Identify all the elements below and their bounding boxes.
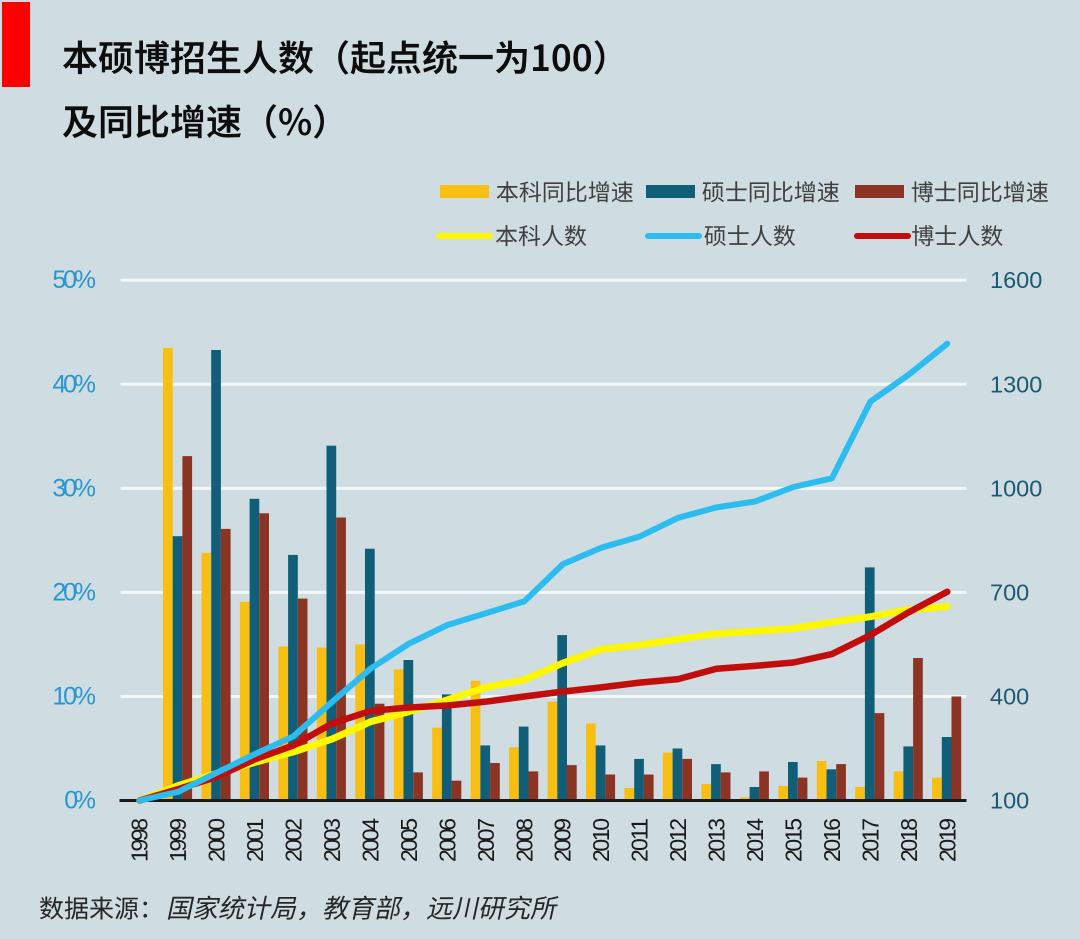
svg-text:2015: 2015 — [781, 818, 807, 862]
svg-text:400: 400 — [990, 684, 1029, 710]
svg-text:20%: 20% — [52, 578, 96, 606]
svg-text:700: 700 — [990, 579, 1029, 605]
svg-text:1000: 1000 — [990, 475, 1042, 501]
svg-text:2003: 2003 — [319, 818, 345, 862]
svg-text:2016: 2016 — [819, 818, 845, 862]
svg-text:2019: 2019 — [934, 818, 960, 862]
svg-text:30%: 30% — [52, 474, 96, 502]
svg-text:2011: 2011 — [627, 818, 653, 862]
svg-text:2012: 2012 — [665, 818, 691, 862]
svg-text:2006: 2006 — [434, 818, 460, 862]
svg-text:2005: 2005 — [396, 818, 422, 862]
svg-text:2000: 2000 — [204, 818, 230, 862]
svg-text:2008: 2008 — [511, 818, 537, 862]
svg-text:1999: 1999 — [165, 818, 191, 862]
svg-text:1300: 1300 — [990, 371, 1042, 397]
svg-text:2002: 2002 — [281, 818, 307, 862]
svg-text:10%: 10% — [52, 683, 96, 711]
svg-text:2017: 2017 — [857, 818, 883, 862]
svg-text:2009: 2009 — [550, 818, 576, 862]
svg-text:2010: 2010 — [588, 818, 614, 862]
svg-text:40%: 40% — [52, 370, 96, 398]
svg-text:2014: 2014 — [742, 818, 768, 862]
svg-text:2007: 2007 — [473, 818, 499, 862]
svg-text:2001: 2001 — [242, 818, 268, 862]
svg-text:50%: 50% — [52, 266, 96, 294]
svg-text:2018: 2018 — [896, 818, 922, 862]
svg-text:2013: 2013 — [704, 818, 730, 862]
svg-text:1998: 1998 — [127, 818, 153, 862]
svg-text:1600: 1600 — [990, 267, 1042, 293]
svg-text:0%: 0% — [64, 787, 96, 815]
svg-text:2004: 2004 — [358, 818, 384, 862]
svg-text:100: 100 — [990, 788, 1029, 814]
